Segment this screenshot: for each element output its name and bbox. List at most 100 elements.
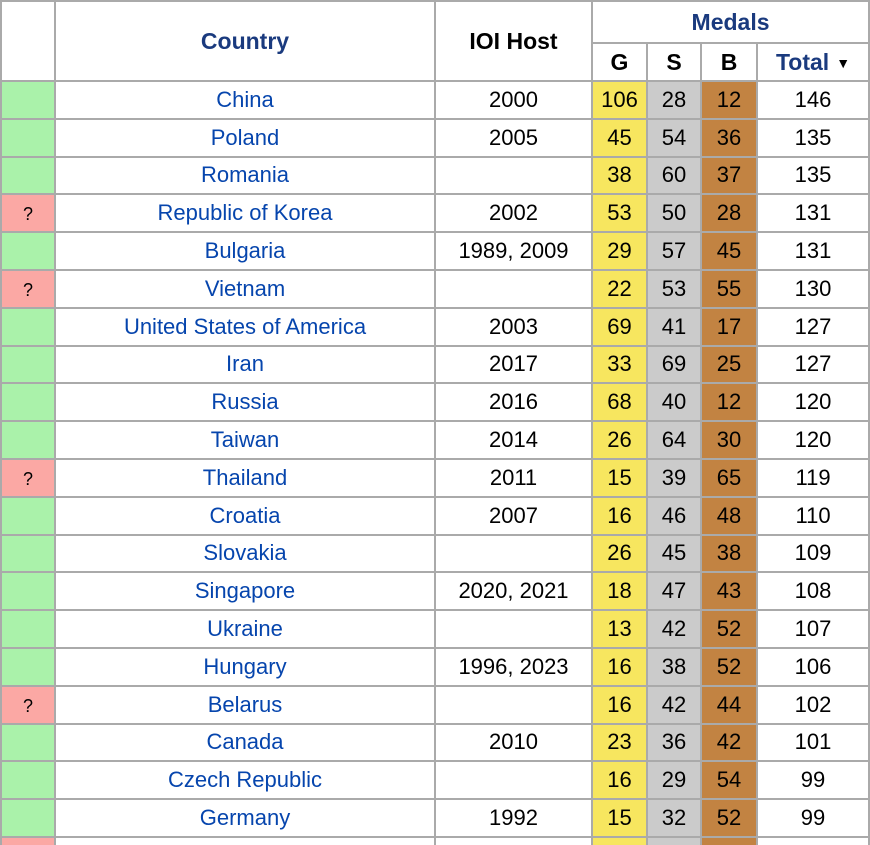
bronze-cell: 38 <box>700 533 758 574</box>
country-link[interactable]: Thailand <box>202 464 288 490</box>
table-row: Czech Republic 16 29 54 99 <box>0 760 870 801</box>
country-link[interactable]: Germany <box>199 805 291 831</box>
host-cell <box>434 533 593 574</box>
country-link[interactable]: Vietnam <box>204 275 286 301</box>
country-link[interactable]: Romania <box>200 162 290 188</box>
country-link[interactable]: Taiwan <box>210 427 280 453</box>
country-link[interactable]: China <box>216 86 274 112</box>
bronze-cell: 65 <box>700 457 758 498</box>
gold-cell: 69 <box>591 306 648 347</box>
country-cell: Ukraine <box>54 609 436 649</box>
country-cell: Vietnam <box>54 268 436 309</box>
status-cell <box>0 609 56 649</box>
total-column-header[interactable]: Total ▼ <box>755 42 870 82</box>
country-link[interactable]: Croatia <box>209 502 281 528</box>
table-row: Bulgaria 1989, 2009 29 57 45 131 <box>0 231 870 271</box>
country-cell <box>54 835 436 845</box>
host-cell: 2003 <box>434 306 593 347</box>
table-row: Poland 2005 45 54 36 135 <box>0 117 870 158</box>
table-row: Romania 38 60 37 135 <box>0 155 870 196</box>
host-cell: 1989, 2009 <box>434 231 593 271</box>
bronze-cell: 37 <box>700 155 758 196</box>
host-cell <box>434 760 593 801</box>
status-cell <box>0 533 56 574</box>
table-row: China 2000 106 28 12 146 <box>0 80 870 120</box>
silver-cell: 32 <box>646 798 702 838</box>
total-cell: 120 <box>755 382 870 423</box>
gold-cell: 45 <box>591 117 648 158</box>
table-row: Ukraine 13 42 52 107 <box>0 609 870 649</box>
gold-cell: 18 <box>591 571 648 612</box>
country-link[interactable]: Republic of Korea <box>157 200 333 226</box>
total-cell: 99 <box>755 798 870 838</box>
host-cell <box>434 609 593 649</box>
gold-cell: 16 <box>591 684 648 725</box>
country-link[interactable]: Poland <box>210 124 280 150</box>
gold-cell: 68 <box>591 382 648 423</box>
bronze-cell: 52 <box>700 798 758 838</box>
country-link[interactable]: Bulgaria <box>204 238 286 264</box>
table-row: Russia 2016 68 40 12 120 <box>0 382 870 423</box>
bronze-cell: 52 <box>700 646 758 687</box>
country-link[interactable]: Canada <box>206 729 284 755</box>
silver-cell: 60 <box>646 155 702 196</box>
country-link[interactable]: Czech Republic <box>167 767 323 793</box>
status-column-header <box>0 0 56 82</box>
country-link[interactable]: Hungary <box>203 653 287 679</box>
silver-cell: 50 <box>646 193 702 234</box>
total-cell: 120 <box>755 420 870 460</box>
country-link[interactable]: Singapore <box>194 578 296 604</box>
status-marker: ? <box>22 468 33 489</box>
total-cell: 102 <box>755 684 870 725</box>
country-cell: Canada <box>54 722 436 763</box>
country-link[interactable]: Ukraine <box>207 616 283 642</box>
table-row: ? Thailand 2011 15 39 65 119 <box>0 457 870 498</box>
silver-cell: 57 <box>646 231 702 271</box>
bronze-cell <box>700 835 758 845</box>
silver-cell: 46 <box>646 495 702 536</box>
host-cell: 1996, 2023 <box>434 646 593 687</box>
bronze-cell: 54 <box>700 760 758 801</box>
country-link[interactable]: Slovakia <box>203 540 287 566</box>
bronze-cell: 42 <box>700 722 758 763</box>
country-cell: Bulgaria <box>54 231 436 271</box>
status-cell <box>0 646 56 687</box>
gold-cell: 23 <box>591 722 648 763</box>
country-cell: Belarus <box>54 684 436 725</box>
total-cell <box>755 835 870 845</box>
total-cell: 99 <box>755 760 870 801</box>
host-cell: 2005 <box>434 117 593 158</box>
host-cell <box>434 835 593 845</box>
country-link[interactable]: Iran <box>226 351 264 377</box>
gold-cell: 13 <box>591 609 648 649</box>
country-cell: Taiwan <box>54 420 436 460</box>
country-link[interactable]: United States of America <box>123 313 367 339</box>
status-marker: ? <box>22 695 33 716</box>
host-cell: 2020, 2021 <box>434 571 593 612</box>
total-cell: 106 <box>755 646 870 687</box>
host-cell: 2007 <box>434 495 593 536</box>
country-column-header[interactable]: Country <box>54 0 436 82</box>
table-row: ? Republic of Korea 2002 53 50 28 131 <box>0 193 870 234</box>
host-cell: 2000 <box>434 80 593 120</box>
total-cell: 107 <box>755 609 870 649</box>
total-column-label: Total <box>775 48 830 75</box>
total-cell: 119 <box>755 457 870 498</box>
silver-cell: 69 <box>646 344 702 385</box>
gold-column-header[interactable]: G <box>591 42 648 82</box>
country-cell: Croatia <box>54 495 436 536</box>
gold-cell: 15 <box>591 457 648 498</box>
host-cell: 1992 <box>434 798 593 838</box>
status-cell <box>0 760 56 801</box>
country-link[interactable]: Russia <box>211 389 279 415</box>
host-column-header[interactable]: IOI Host <box>434 0 593 82</box>
bronze-column-header[interactable]: B <box>700 42 758 82</box>
country-link[interactable]: Belarus <box>207 691 283 717</box>
medals-group-header: Medals <box>590 0 870 44</box>
status-cell: ? <box>0 268 56 309</box>
silver-column-header[interactable]: S <box>646 42 702 82</box>
total-cell: 135 <box>755 117 870 158</box>
gold-cell: 22 <box>591 268 648 309</box>
